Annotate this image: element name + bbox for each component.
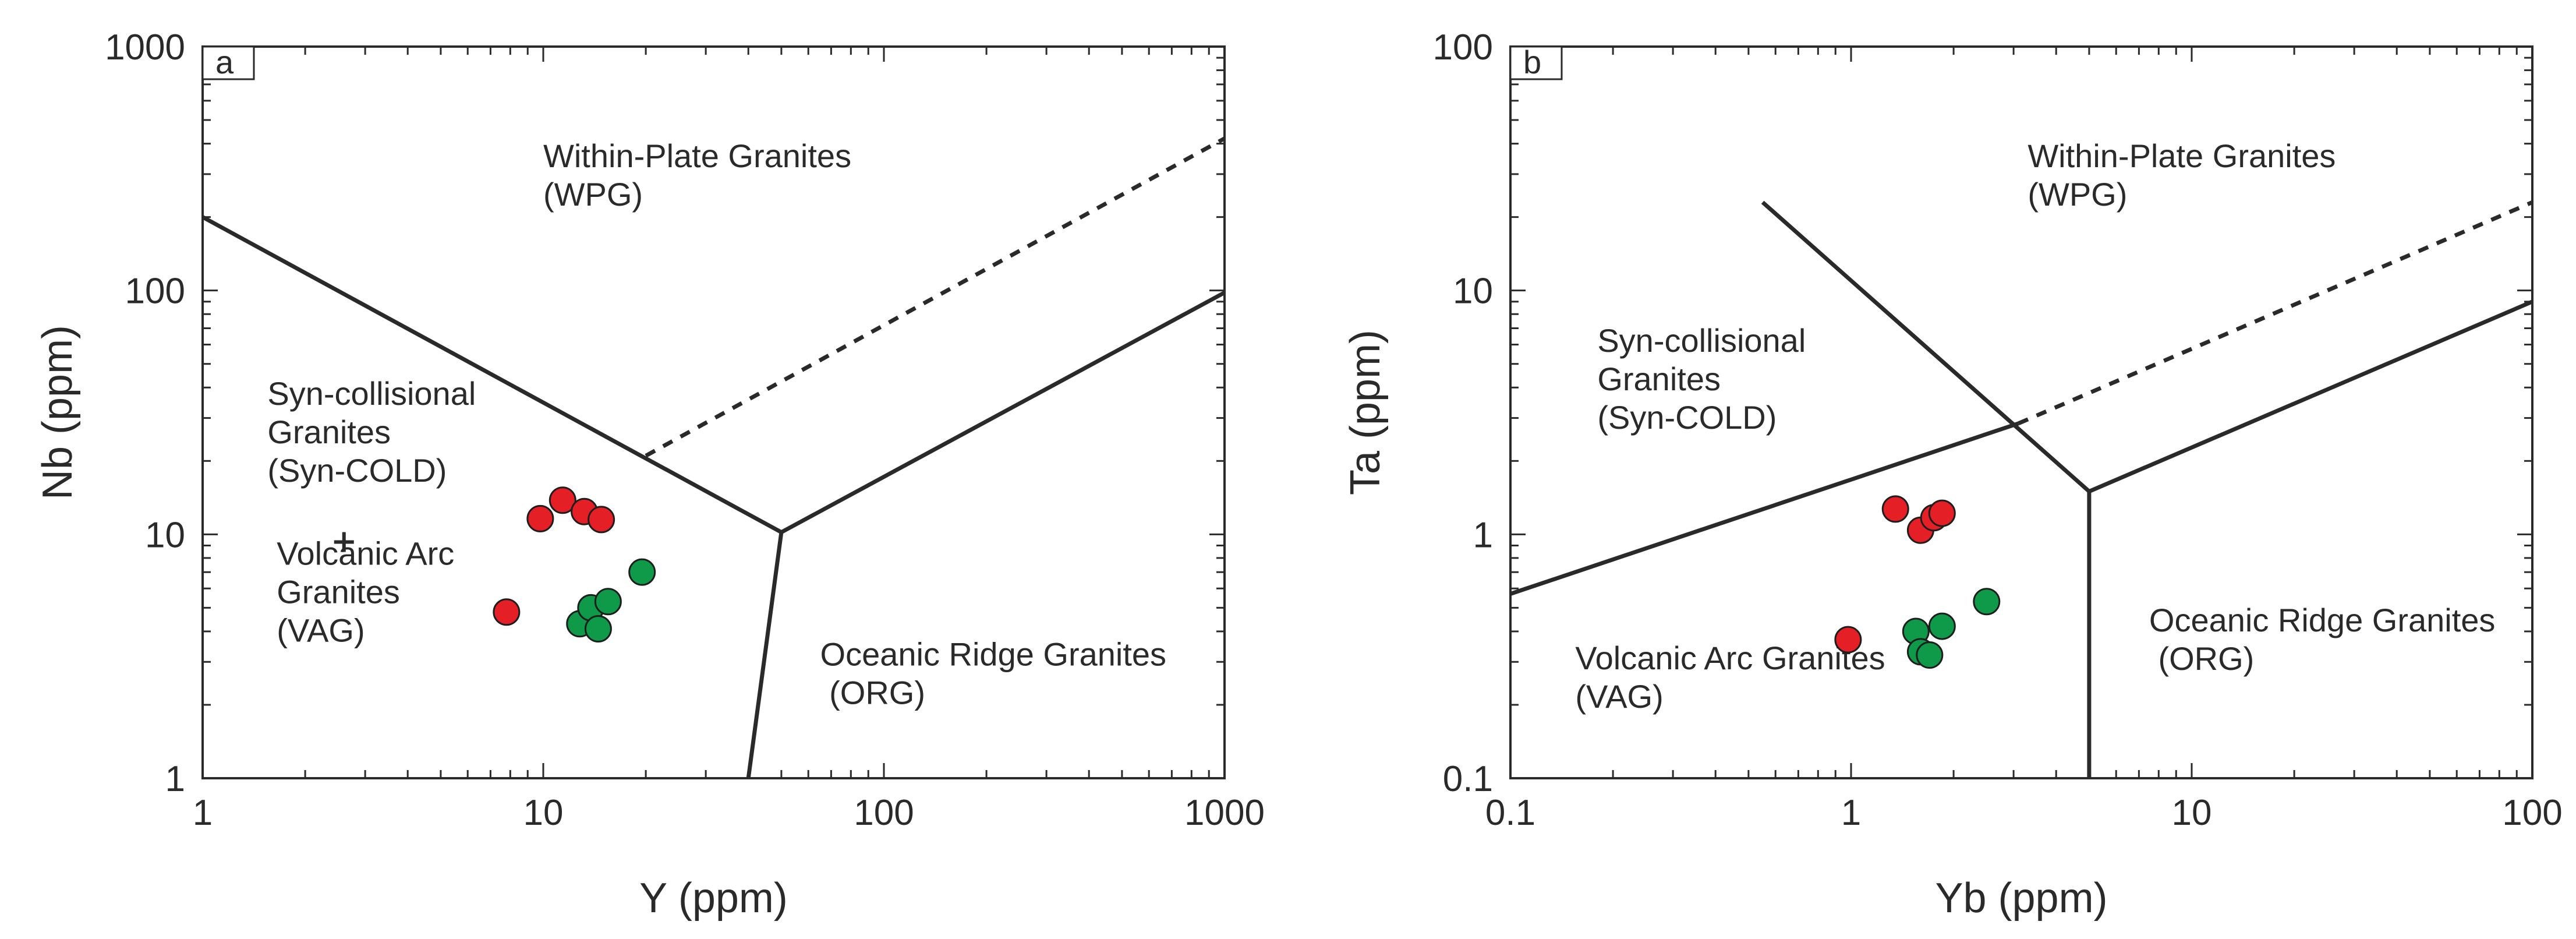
y-tick-label: 0.1 [1443,759,1493,799]
y-axis-title: Nb (ppm) [34,325,81,500]
plot-frame [201,45,1226,779]
region-label: Volcanic Arc Granites (VAG) [277,535,454,649]
green-sample-point [628,558,656,586]
red-sample-point [526,504,554,532]
green-sample-point [1928,612,1956,640]
region-label: Within-Plate Granites (WPG) [543,137,851,213]
y-tick-label: 1000 [105,27,185,68]
x-tick-label: 100 [854,793,914,833]
region-label: Syn-collisional Granites (Syn-COLD) [1597,322,1806,436]
region-label-line: Within-Plate Granites [2027,137,2336,174]
boundary-line [746,532,784,779]
x-tick-label: 1 [1841,793,1861,833]
panel-letter-box [1509,45,1563,80]
region-label-line: (WPG) [543,176,643,213]
x-tick-label: 0.1 [1485,793,1535,833]
red-sample-point [1834,626,1862,654]
panel-a: 1 10 100 1000 1 10 100 1000 Y (ppm) Nb (ppm) a With… [34,27,1265,922]
region-label: Oceanic Ridge Granites (ORG) [2149,602,2496,677]
green-sample-point [584,615,612,643]
region-label: Volcanic Arc Granites (VAG) [1575,640,1885,715]
region-label: Syn-collisional Granites (Syn-COLD) [267,375,476,489]
y-tick-label: 100 [125,271,185,312]
panel-letter: b [1523,44,1541,80]
x-axis-title: Yb (ppm) [1935,875,2107,922]
plot-frame [1509,45,2533,779]
region-label-line: Volcanic Arc [277,535,454,572]
green-sample-point [1916,641,1944,669]
x-tick-label: 10 [523,793,564,833]
green-sample-point [1973,588,2001,616]
panel-b: 0.1 1 10 100 0.1 1 10 100 Yb (ppm) Ta (ppm) b Withi… [1342,27,2563,922]
x-axis-title: Y (ppm) [639,875,788,922]
region-label-line: Syn-collisional [1597,322,1806,359]
red-sample-point [549,486,576,514]
panel-letter: a [215,44,234,80]
region-label-line: Within-Plate Granites [543,137,851,174]
region-label-line: Syn-collisional [267,375,476,412]
green-sample-point [594,588,622,616]
boundary-line [1761,200,2091,493]
y-tick-label: 10 [145,515,185,555]
y-tick-label: 10 [1453,271,1493,312]
boundary-line [1509,421,2019,596]
region-label-line: Oceanic Ridge Granites [2149,602,2496,638]
region-label-line: (VAG) [1575,678,1663,715]
y-tick-label: 1 [165,759,185,799]
region-label-line: Volcanic Arc Granites [1575,640,1885,676]
region-label-line: (WPG) [2027,176,2127,213]
dashed-boundary-line [2018,200,2533,426]
panel-letter-box [201,45,255,80]
boundary-line [780,291,1226,534]
dashed-boundary-line [645,136,1226,458]
region-label-line: (ORG) [820,674,925,711]
region-label-line: Oceanic Ridge Granites [820,636,1167,672]
region-label-line: Granites [277,574,400,610]
boundary-line [2088,299,2533,493]
y-axis-title: Ta (ppm) [1342,330,1389,495]
region-label-line: (VAG) [277,612,365,649]
region-label-line: (Syn-COLD) [1597,399,1777,436]
region-label-line: (Syn-COLD) [267,452,447,489]
x-tick-label: 10 [2172,793,2212,833]
region-label: Within-Plate Granites (WPG) [2027,137,2336,213]
red-sample-point [588,506,615,534]
region-label-line: Granites [267,414,391,450]
x-tick-label: 1000 [1184,793,1265,833]
region-label-line: (ORG) [2149,640,2254,677]
region-label-line: Granites [1597,361,1721,397]
red-sample-point [493,598,521,626]
region-label: Oceanic Ridge Granites (ORG) [820,636,1167,711]
red-sample-point [1881,495,1909,523]
y-tick-label: 100 [1433,27,1493,68]
y-tick-label: 1 [1473,515,1493,555]
x-tick-label: 1 [193,793,213,833]
red-sample-point [1928,499,1956,527]
x-tick-label: 100 [2502,793,2562,833]
boundary-line [201,215,783,534]
